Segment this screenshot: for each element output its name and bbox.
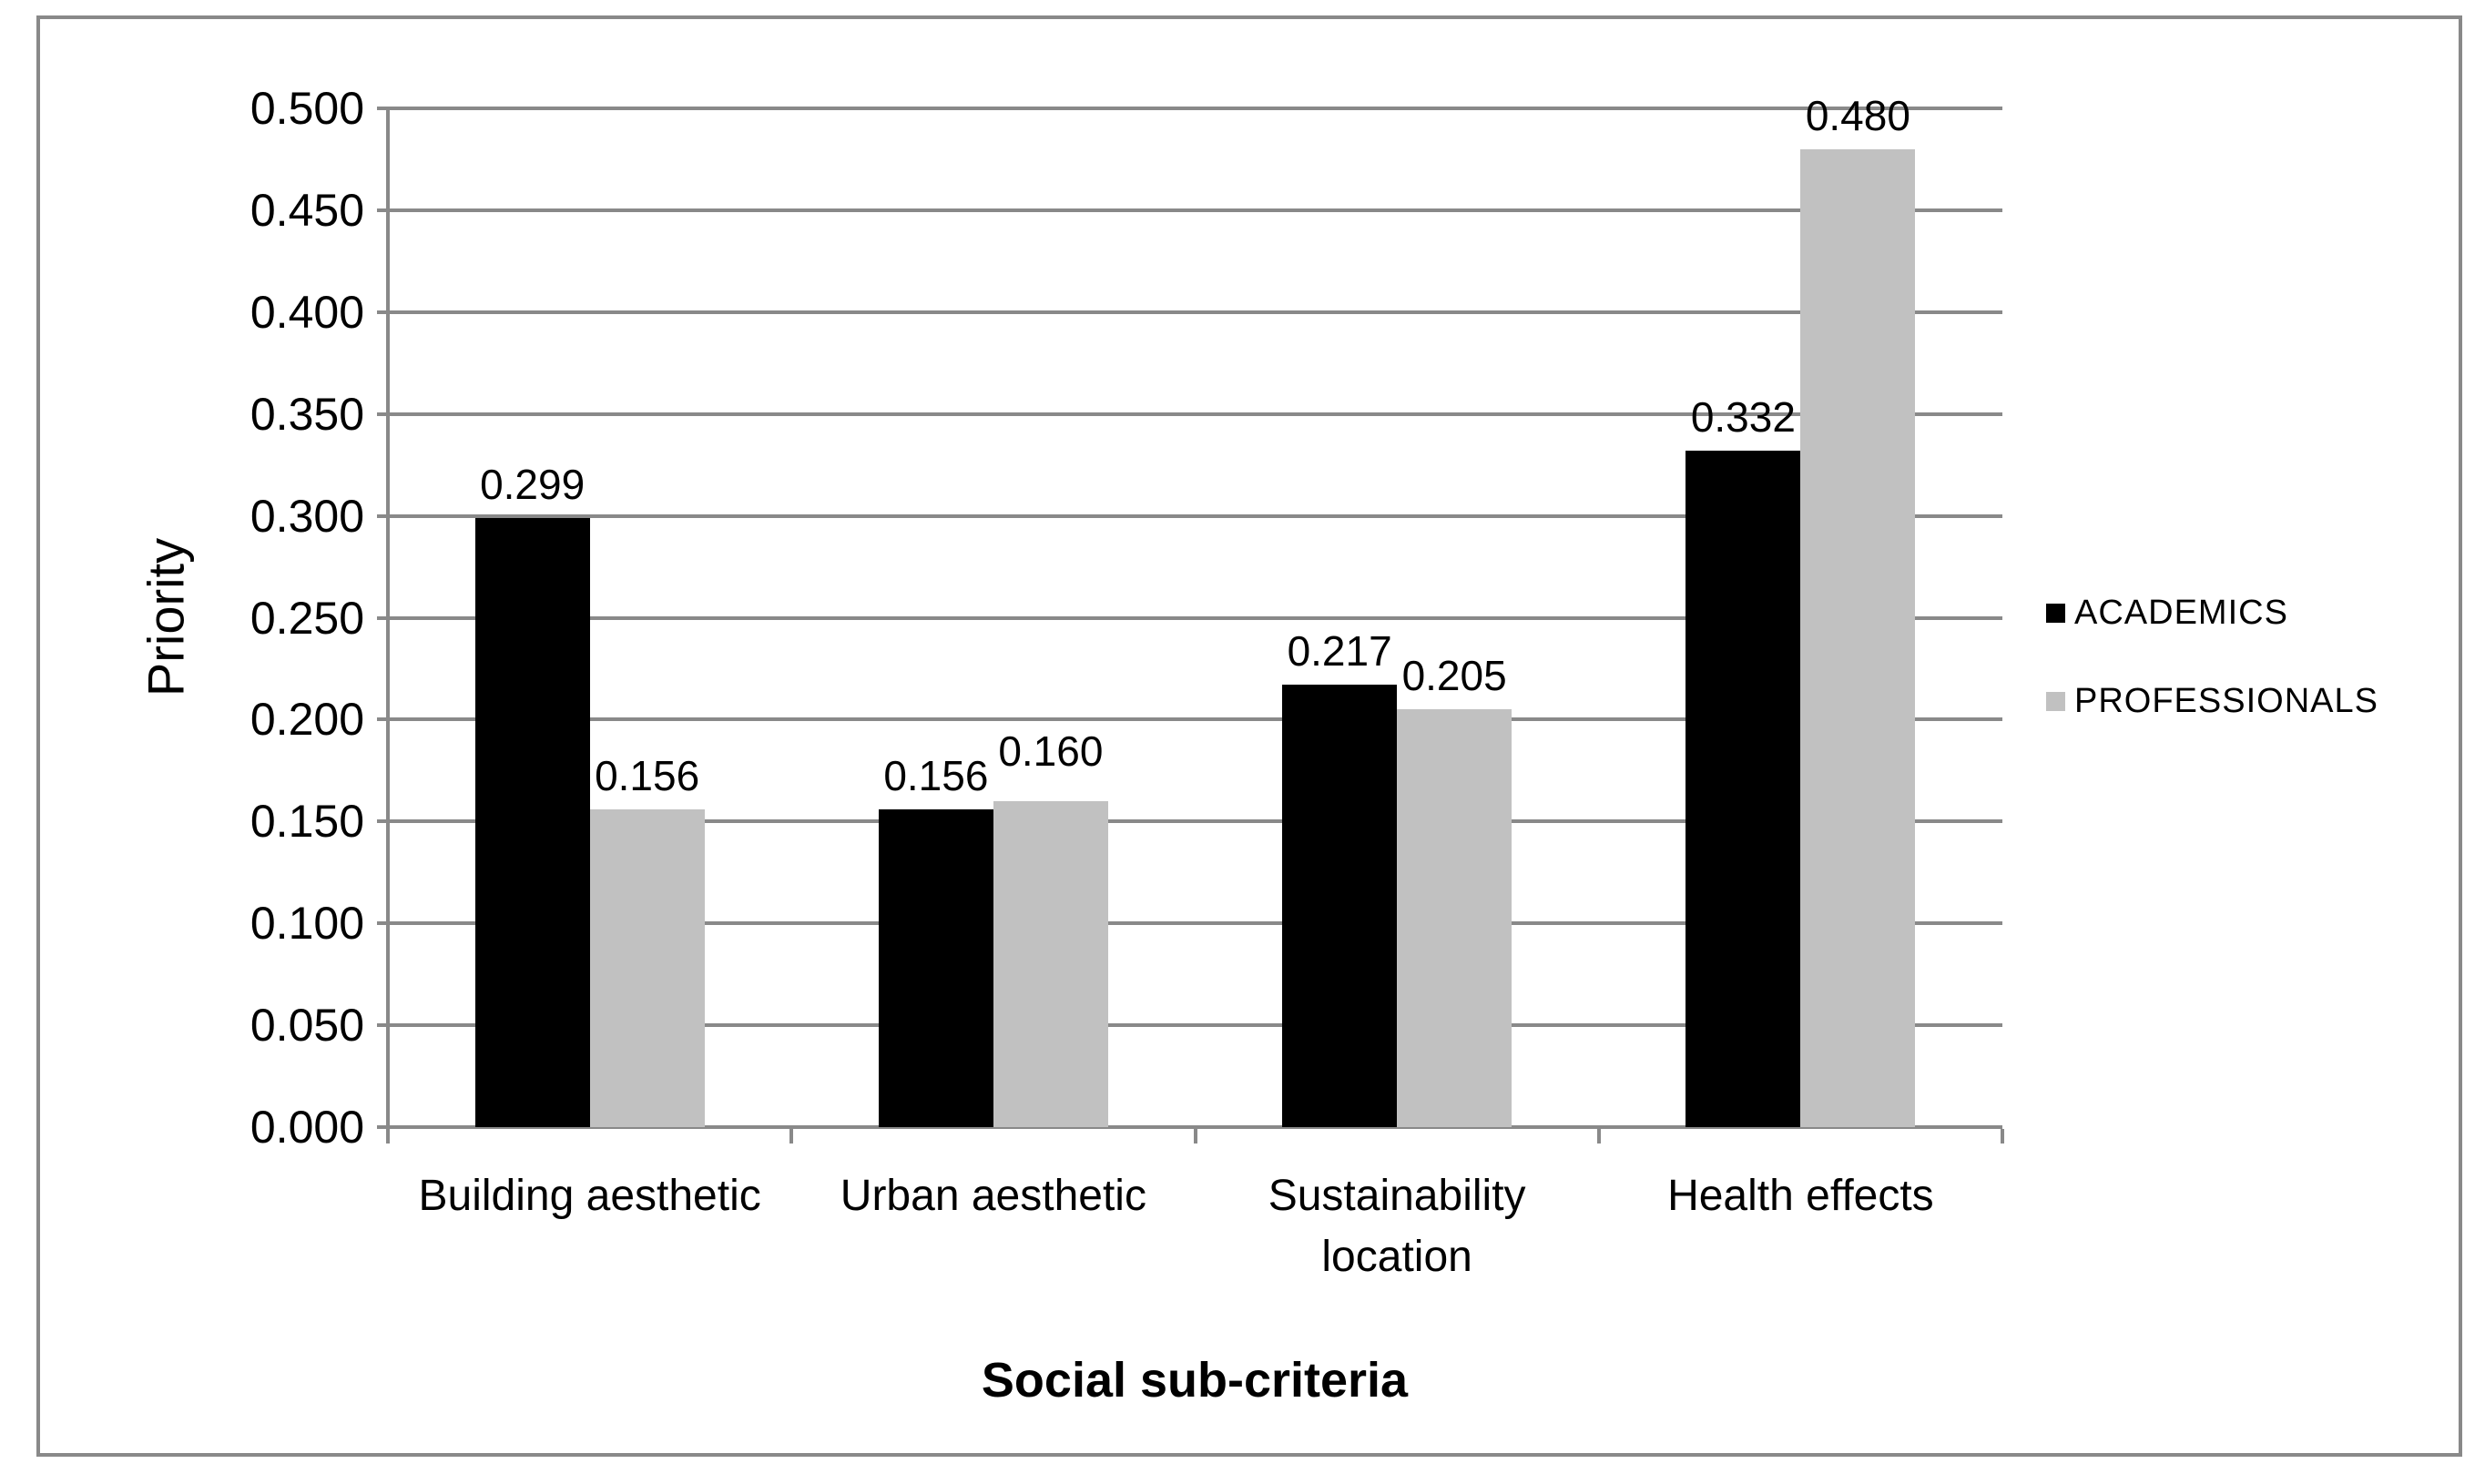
gridline-0.050 — [377, 1023, 2002, 1028]
x-axis-tick — [1193, 1129, 1197, 1143]
y-tick-label-0.450: 0.450 — [250, 184, 364, 236]
y-tick-label-0.500: 0.500 — [250, 83, 364, 134]
legend: ACADEMICS PROFESSIONALS — [2046, 594, 2378, 770]
x-axis-tick — [386, 1129, 390, 1143]
legend-label-academics: ACADEMICS — [2074, 594, 2288, 632]
plot-area: 0.000 0.050 0.100 0.150 0.200 0.250 0.300 0.350… — [250, 86, 2004, 1281]
data-label-professionals-sustainability-location: 0.205 — [1401, 652, 1507, 700]
bar-academics-building-aesthetic — [474, 517, 590, 1127]
legend-label-professionals: PROFESSIONALS — [2074, 682, 2378, 720]
gridline-0.400 — [377, 310, 2002, 314]
gridline-0.300 — [377, 513, 2002, 518]
bar-academics-urban-aesthetic — [878, 808, 993, 1127]
data-label-professionals-building-aesthetic: 0.156 — [595, 751, 700, 799]
y-tick-label-0.350: 0.350 — [250, 388, 364, 440]
x-category-label-urban-aesthetic: Urban aesthetic — [840, 1172, 1146, 1220]
data-label-academics-building-aesthetic: 0.299 — [480, 460, 586, 508]
bar-academics-health-effects — [1686, 450, 1801, 1127]
y-tick-label-0.000: 0.000 — [250, 1102, 364, 1153]
legend-item-professionals: PROFESSIONALS — [2046, 682, 2378, 721]
legend-swatch-academics — [2046, 604, 2065, 623]
y-tick-label-0.200: 0.200 — [250, 694, 364, 746]
x-axis-tick — [2001, 1129, 2004, 1143]
y-tick-label-0.250: 0.250 — [250, 592, 364, 644]
gridline-0.100 — [377, 921, 2002, 926]
gridline-0.350 — [377, 412, 2002, 416]
y-tick-label-0.150: 0.150 — [250, 796, 364, 848]
gridline-0.200 — [377, 717, 2002, 722]
x-axis-tick — [789, 1129, 794, 1143]
y-tick-label-0.300: 0.300 — [250, 490, 364, 542]
data-label-professionals-urban-aesthetic: 0.160 — [998, 727, 1104, 775]
gridline-0.450 — [377, 208, 2002, 212]
x-axis-tick — [1596, 1129, 1601, 1143]
x-category-label-health-effects: Health effects — [1667, 1172, 1934, 1220]
gridline-0.150 — [377, 819, 2002, 824]
x-category-label-sustainability-location: Sustainability location — [1268, 1172, 1526, 1282]
y-tick-label-0.400: 0.400 — [250, 286, 364, 338]
data-label-academics-urban-aesthetic: 0.156 — [883, 751, 989, 799]
data-label-professionals-health-effects: 0.480 — [1805, 91, 1910, 139]
bar-professionals-health-effects — [1800, 148, 1916, 1127]
data-label-academics-sustainability-location: 0.217 — [1287, 627, 1392, 676]
gridline-0.250 — [377, 615, 2002, 620]
data-label-academics-health-effects: 0.332 — [1690, 392, 1796, 441]
bar-professionals-urban-aesthetic — [993, 800, 1108, 1127]
bar-professionals-sustainability-location — [1397, 709, 1512, 1127]
x-axis-line — [377, 1125, 2002, 1129]
gridline-0.500 — [377, 107, 2002, 110]
legend-swatch-professionals — [2046, 692, 2065, 711]
bar-academics-sustainability-location — [1282, 685, 1398, 1127]
x-category-label-building-aesthetic: Building aesthetic — [418, 1172, 761, 1220]
legend-item-academics: ACADEMICS — [2046, 594, 2378, 633]
x-axis-title: Social sub-criteria — [981, 1353, 1409, 1408]
figure-border — [36, 15, 2462, 1457]
y-tick-label-0.100: 0.100 — [250, 898, 364, 950]
y-tick-label-0.050: 0.050 — [250, 1000, 364, 1052]
y-axis-line — [386, 108, 390, 1143]
bar-professionals-building-aesthetic — [589, 808, 705, 1127]
